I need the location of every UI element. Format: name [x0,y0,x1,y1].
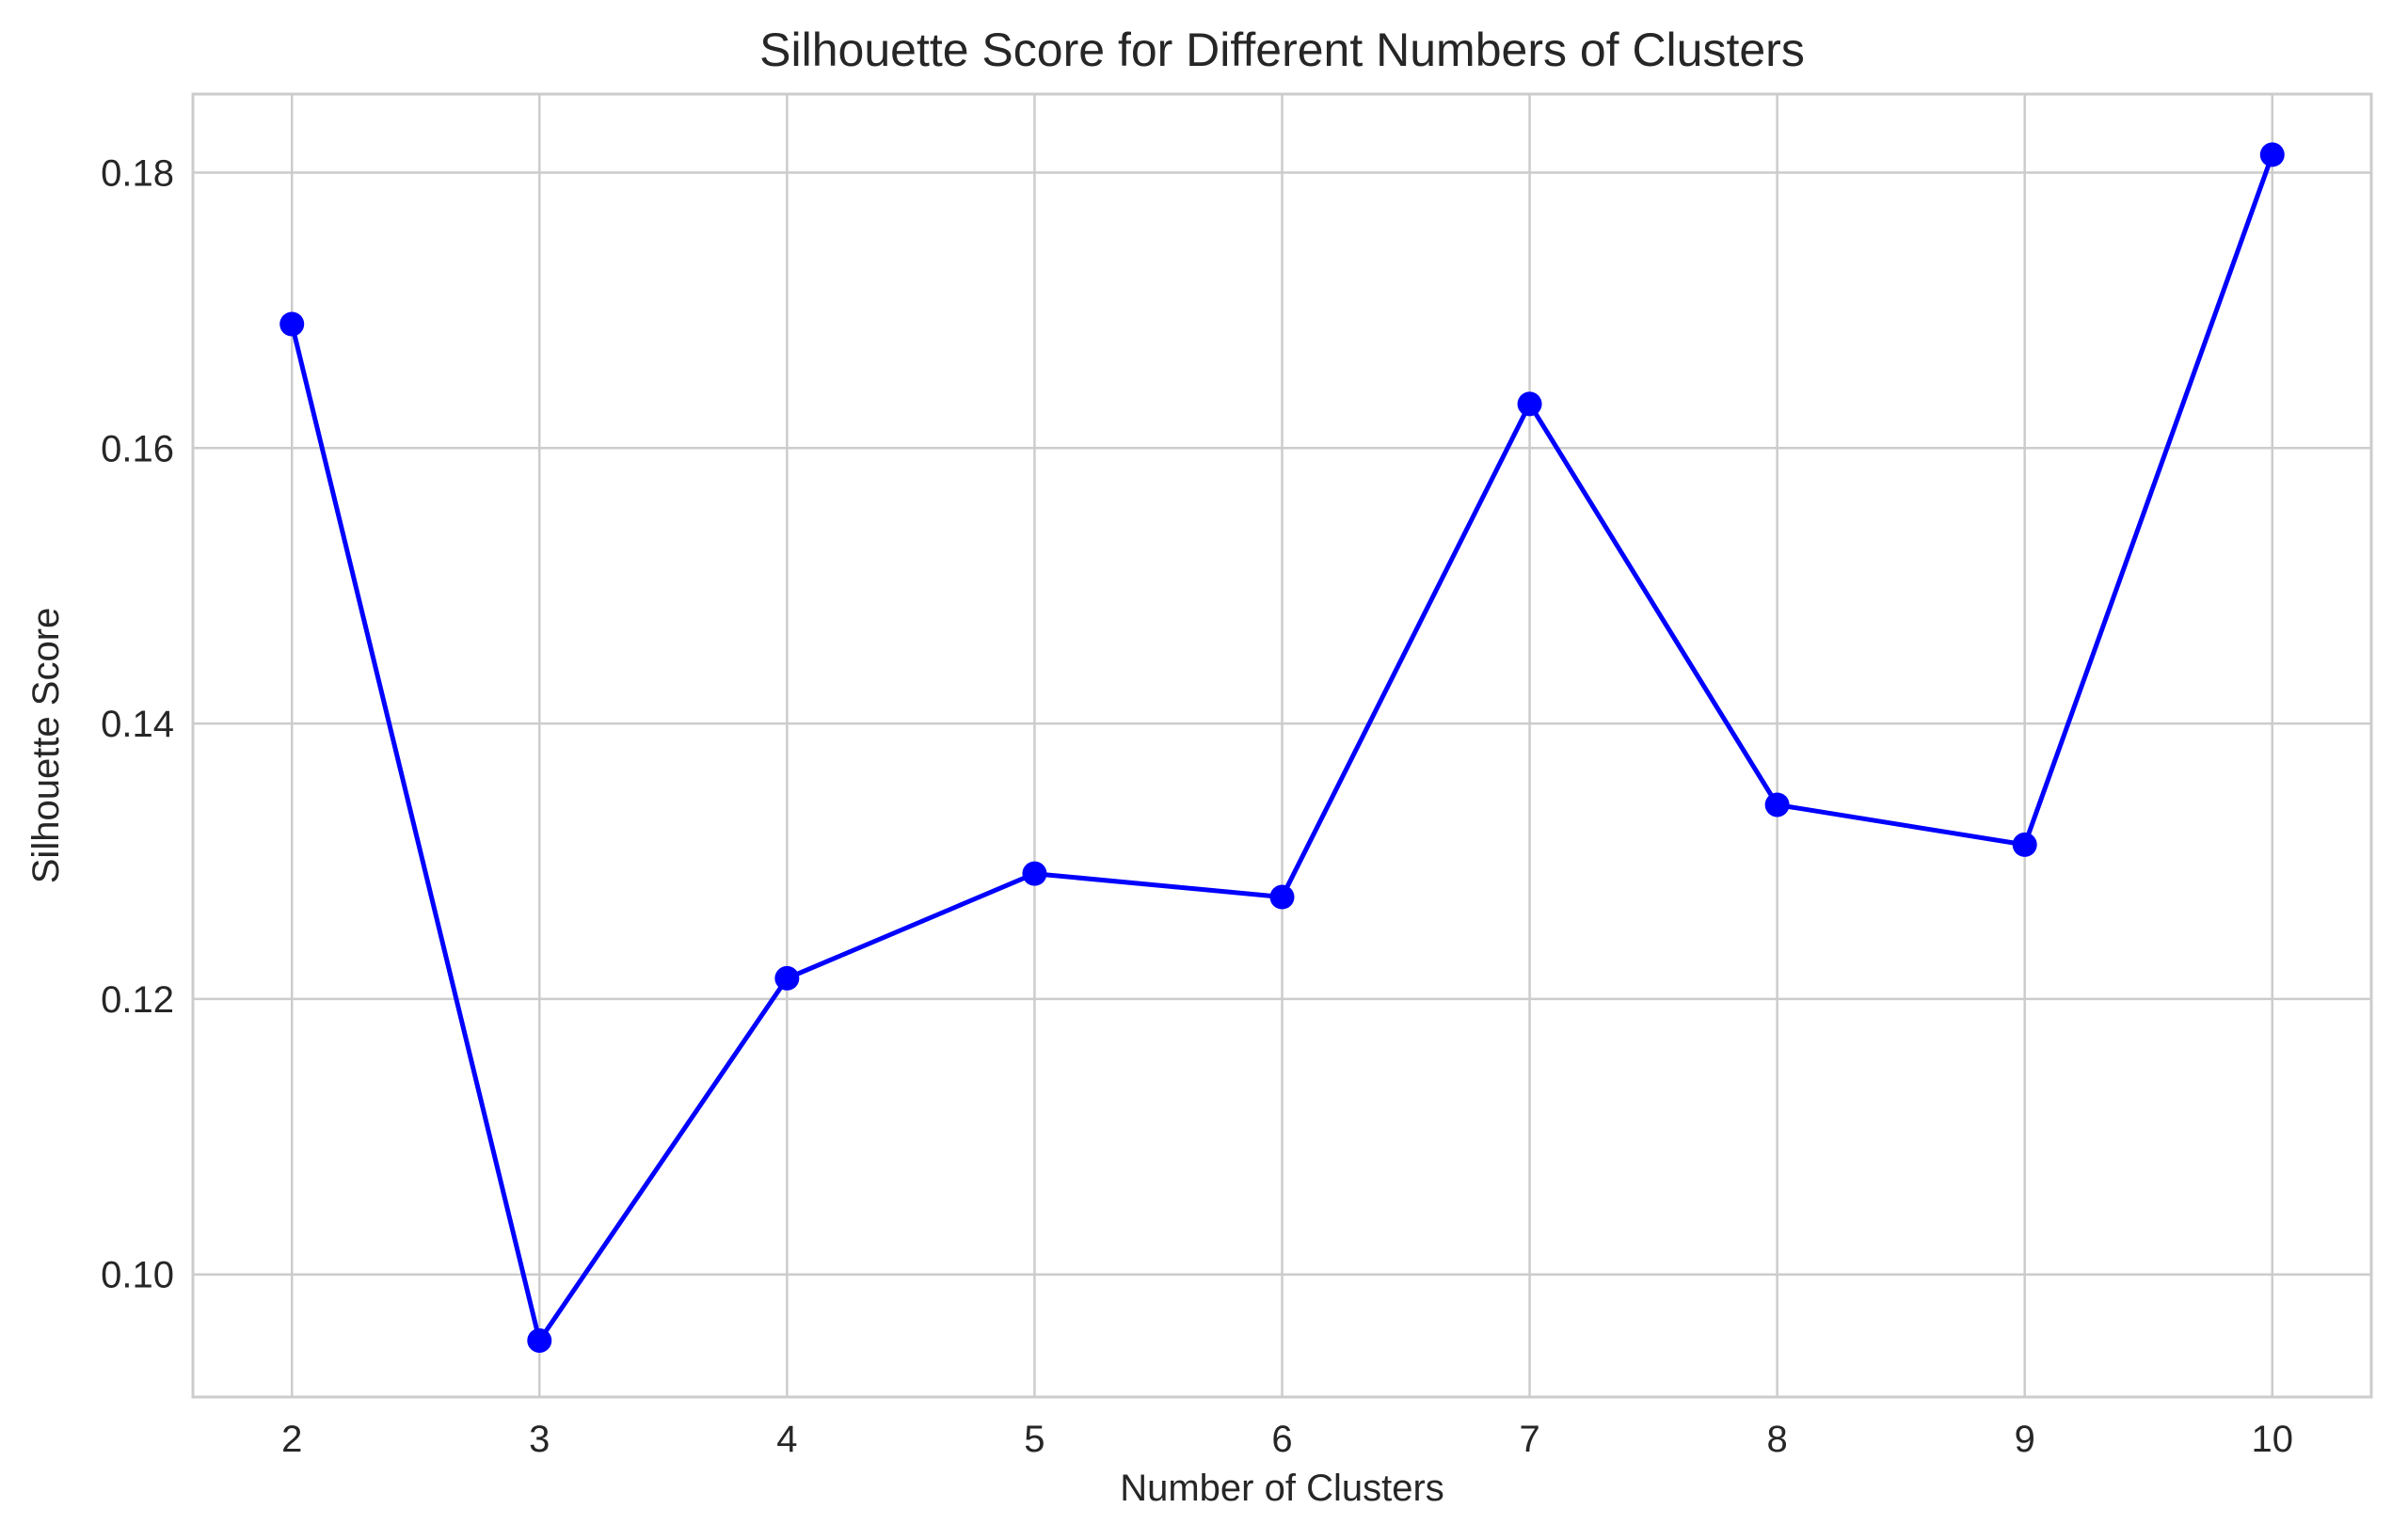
y-tick-label: 0.10 [101,1255,174,1296]
y-tick-label: 0.16 [101,428,174,469]
data-point [1517,391,1542,417]
series [279,142,2285,1353]
tick-labels: 2 3 4 5 6 7 8 9 10 0.10 0.12 0.14 0.16 0.18 [101,152,2293,1460]
x-tick-label: 7 [1519,1419,1539,1460]
chart-title: Silhouette Score for Different Numbers o… [759,24,1805,76]
x-tick-label: 3 [529,1419,550,1460]
data-point [2012,832,2037,857]
data-point [2259,142,2285,167]
x-tick-label: 9 [2015,1419,2035,1460]
grid [193,94,2371,1397]
y-tick-label: 0.12 [101,979,174,1021]
data-point [279,311,305,337]
x-tick-label: 10 [2252,1419,2294,1460]
y-axis-label: Silhouette Score [25,608,67,884]
data-point [527,1327,552,1353]
y-tick-label: 0.14 [101,704,174,745]
data-point [1022,861,1047,886]
data-point [1764,792,1790,818]
x-tick-label: 2 [281,1419,302,1460]
x-tick-label: 6 [1271,1419,1292,1460]
data-point [774,965,800,991]
data-point [1269,884,1295,910]
x-tick-label: 8 [1767,1419,1788,1460]
x-tick-label: 5 [1024,1419,1045,1460]
x-tick-label: 4 [776,1419,797,1460]
x-axis-label: Number of Clusters [1120,1468,1444,1509]
y-tick-label: 0.18 [101,152,174,194]
axes-frame [191,92,2373,1399]
